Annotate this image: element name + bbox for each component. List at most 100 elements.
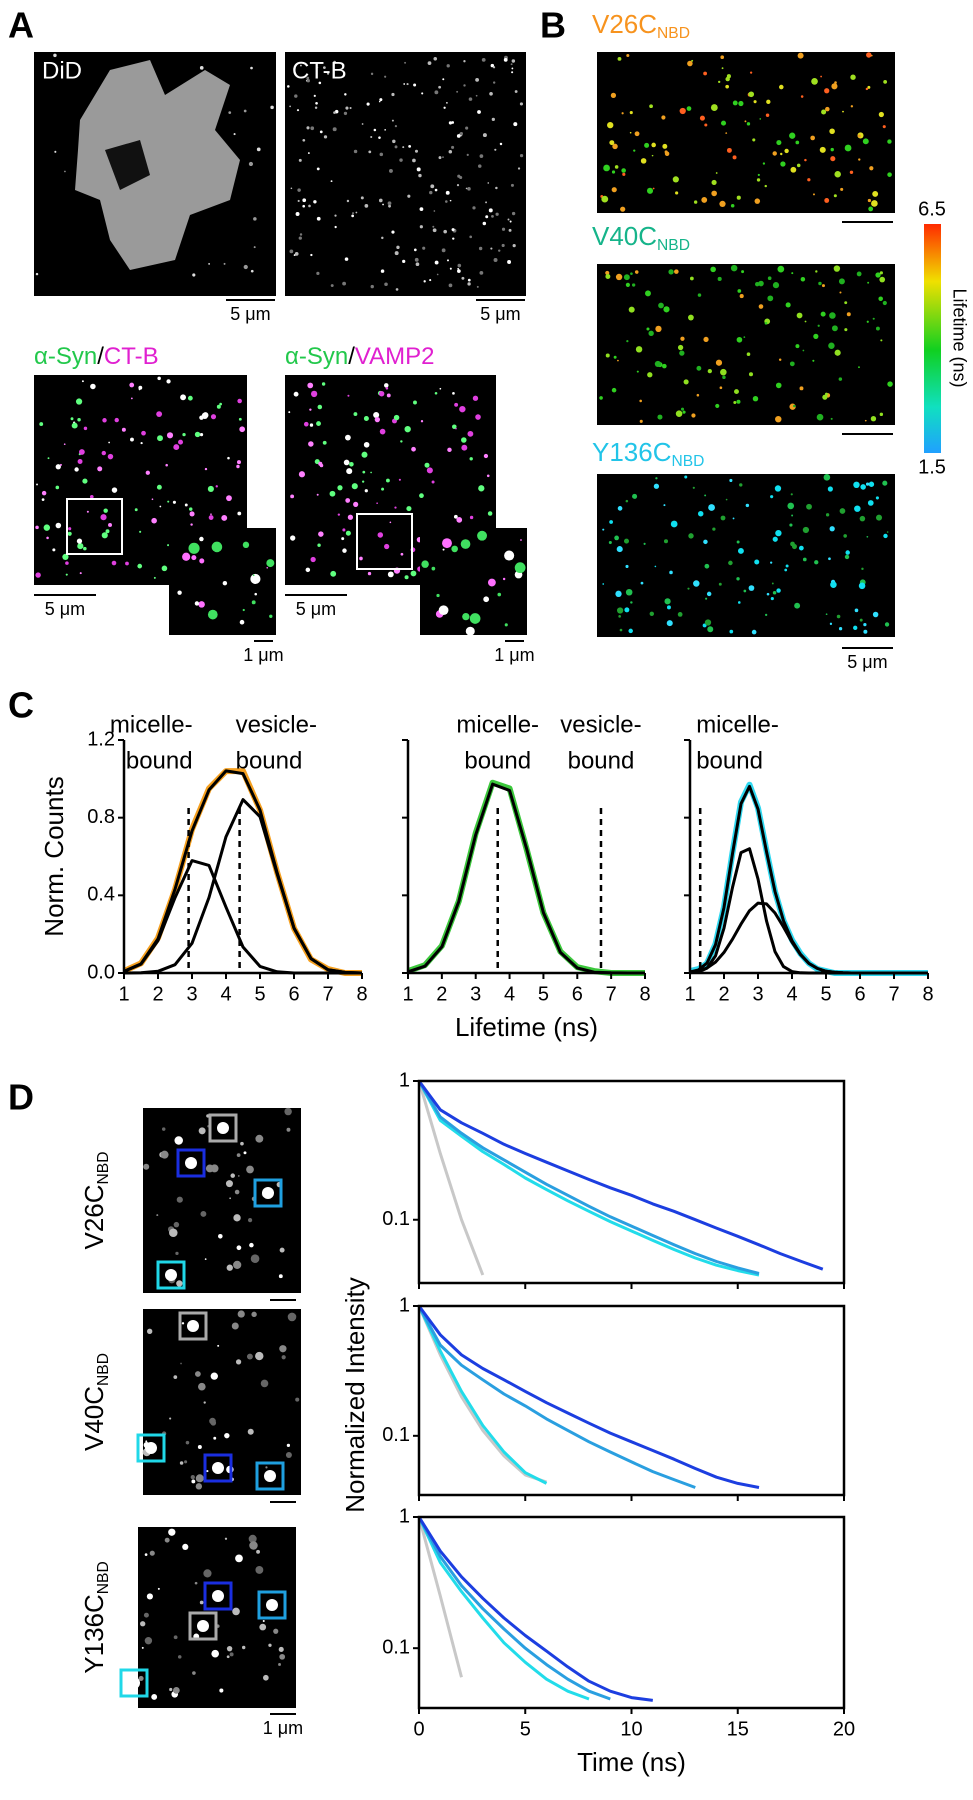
image-spot	[387, 571, 394, 578]
image-spot	[839, 291, 842, 294]
image-spot	[370, 72, 374, 76]
image-spot	[699, 115, 705, 121]
image-spot	[704, 619, 712, 626]
image-spot	[226, 495, 232, 502]
image-spot	[794, 602, 801, 609]
image-spot	[455, 427, 457, 430]
image-spot	[249, 1541, 258, 1550]
image-spot	[617, 506, 623, 511]
image-spot	[442, 156, 444, 159]
image-spot	[887, 139, 892, 144]
micrograph	[597, 52, 895, 213]
image-spot	[137, 563, 143, 569]
image-spot	[345, 530, 351, 536]
image-spot	[483, 596, 490, 603]
image-spot	[89, 494, 94, 499]
image-spot	[346, 468, 353, 475]
image-spot	[412, 158, 416, 163]
image-spot	[736, 577, 740, 581]
image-spot	[734, 389, 739, 395]
image-spot	[442, 548, 445, 551]
image-spot	[461, 276, 465, 280]
image-spot	[687, 60, 693, 67]
image-spot	[862, 138, 869, 145]
x-tick-label: 6	[854, 983, 865, 1005]
image-spot	[787, 502, 795, 510]
image-spot	[472, 206, 476, 210]
image-spot	[309, 408, 312, 411]
image-spot	[651, 154, 654, 157]
image-spot	[400, 440, 403, 443]
image-spot	[704, 494, 707, 497]
image-spot	[226, 1264, 233, 1271]
image-spot	[130, 397, 133, 400]
image-spot	[199, 433, 204, 437]
x-tick-label: 5	[520, 1718, 531, 1740]
image-spot	[402, 146, 405, 149]
image-spot	[844, 144, 852, 152]
image-spot	[65, 561, 69, 565]
image-spot	[210, 1420, 217, 1426]
image-spot	[752, 395, 759, 402]
image-spot	[494, 148, 497, 151]
image-spot	[167, 544, 170, 547]
image-spot	[278, 1646, 284, 1653]
image-spot	[602, 583, 605, 585]
image-spot	[883, 533, 888, 539]
panel-label: B	[540, 5, 566, 46]
image-spot	[745, 503, 750, 508]
image-spot	[859, 515, 866, 522]
image-spot	[266, 559, 275, 568]
image-spot	[634, 131, 640, 137]
x-tick-label: 3	[470, 983, 481, 1005]
y-tick-label: 0.8	[87, 806, 115, 828]
image-spot	[374, 417, 380, 423]
image-spot	[344, 93, 347, 96]
x-tick-label: 4	[220, 983, 231, 1005]
label-subscript: NBD	[657, 237, 690, 254]
plot-frame	[417, 1515, 846, 1710]
image-spot	[680, 336, 685, 341]
image-spot	[347, 394, 350, 397]
image-spot	[359, 556, 363, 561]
image-spot	[138, 1675, 144, 1681]
image-spot	[677, 414, 680, 416]
image-spot	[236, 1153, 241, 1158]
image-spot	[400, 552, 404, 556]
image-spot	[165, 463, 168, 467]
image-spot	[420, 420, 424, 423]
image-spot	[453, 514, 458, 519]
image-spot	[707, 368, 712, 374]
image-spot	[511, 59, 516, 63]
x-tick-label: 6	[288, 983, 299, 1005]
image-spot	[427, 61, 432, 65]
image-spot	[771, 582, 774, 585]
image-spot	[863, 629, 868, 634]
image-spot	[270, 105, 274, 110]
image-spot	[385, 478, 390, 483]
image-spot	[211, 541, 223, 553]
image-spot	[391, 92, 395, 97]
image-spot	[872, 317, 875, 320]
image-spot	[253, 246, 256, 249]
image-spot	[287, 85, 290, 88]
image-spot	[169, 1228, 178, 1237]
image-spot	[207, 485, 214, 493]
image-spot	[273, 1628, 279, 1634]
x-tick-label: 3	[752, 983, 763, 1005]
image-spot	[682, 410, 686, 414]
image-spot	[752, 138, 756, 142]
image-spot	[442, 78, 445, 81]
image-spot	[243, 109, 247, 113]
image-spot	[302, 138, 306, 142]
image-spot	[764, 321, 768, 325]
image-spot	[290, 494, 295, 499]
image-spot	[490, 63, 495, 68]
image-spot	[456, 90, 459, 93]
image-spot	[227, 456, 230, 460]
highlighted-spot	[165, 1269, 177, 1281]
image-spot	[316, 66, 319, 69]
image-spot	[52, 548, 56, 552]
image-spot	[461, 437, 467, 443]
image-spot	[614, 535, 619, 541]
